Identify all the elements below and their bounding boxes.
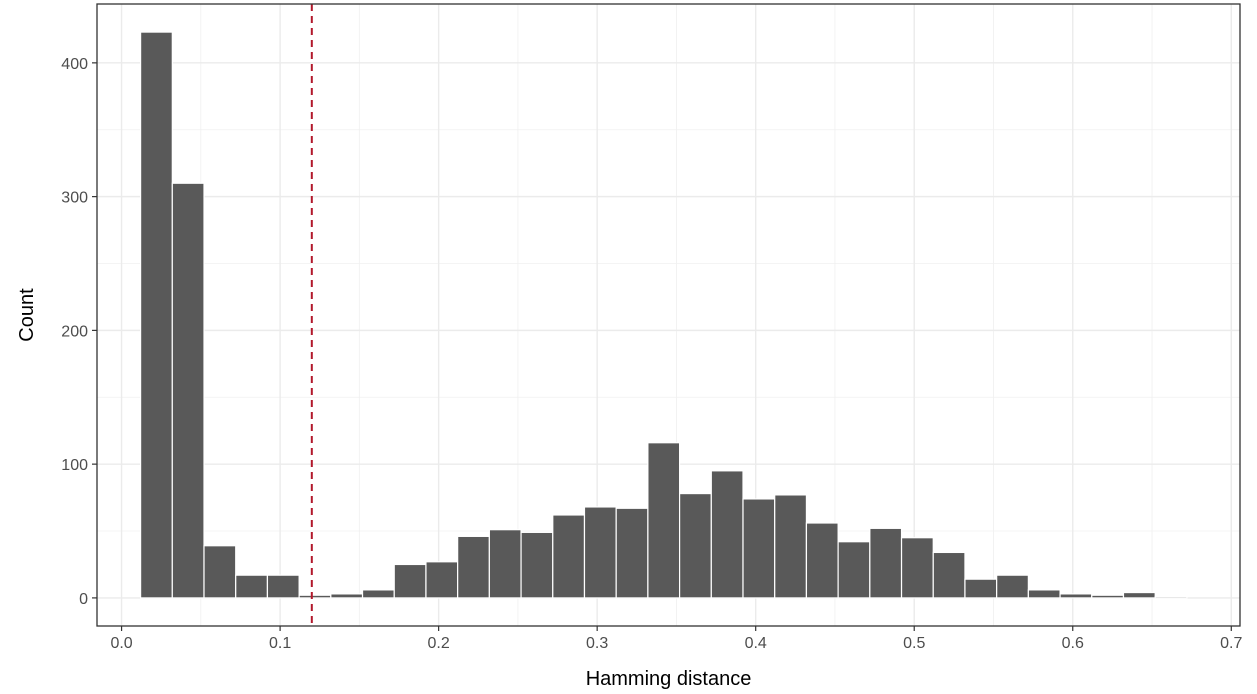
histogram-bar <box>425 561 459 599</box>
histogram-bar <box>203 545 237 599</box>
histogram-bar <box>900 537 934 599</box>
histogram-bar <box>488 529 522 599</box>
plot-panel-border <box>96 3 1241 627</box>
histogram-bar <box>139 31 173 599</box>
histogram-bar <box>1154 595 1188 599</box>
histogram-bar <box>869 527 903 599</box>
histogram-bar <box>964 578 998 599</box>
x-tick-label: 0.1 <box>269 635 291 652</box>
histogram-bar <box>1122 591 1156 599</box>
x-axis-title: Hamming distance <box>586 668 752 690</box>
histogram-bar <box>647 442 681 599</box>
histogram-bar <box>361 589 395 599</box>
histogram-bar <box>330 593 364 599</box>
histogram-bar <box>171 182 205 599</box>
x-tick-label: 0.2 <box>428 635 450 652</box>
y-axis-title: Count <box>16 288 38 342</box>
x-tick-label: 0.3 <box>586 635 608 652</box>
histogram-bar <box>678 492 712 599</box>
x-tick-label: 0.4 <box>745 635 767 652</box>
x-tick-label: 0.6 <box>1062 635 1084 652</box>
histogram-bar <box>710 470 744 599</box>
x-tick-label: 0.7 <box>1220 635 1242 652</box>
y-tick-label: 400 <box>61 56 88 73</box>
histogram-bar <box>393 563 427 599</box>
histogram-bar <box>266 574 300 599</box>
histogram-bar <box>774 494 808 599</box>
histogram-bar <box>1091 594 1125 599</box>
histogram-bar <box>742 498 776 599</box>
axis-ticks: 0.0 0.1 0.2 0.3 0.4 0.5 0.6 0.7 0 100 200 300 400 <box>61 56 1242 652</box>
histogram-bar <box>298 594 332 599</box>
histogram-bar <box>996 574 1029 599</box>
y-tick-label: 300 <box>61 190 88 207</box>
histogram-bar <box>520 531 554 599</box>
histogram-bar <box>457 535 490 599</box>
y-tick-label: 0 <box>79 591 88 608</box>
histogram-bar <box>1059 593 1093 599</box>
y-tick-label: 200 <box>61 323 88 340</box>
histogram-bar <box>837 541 871 599</box>
histogram-bar <box>235 574 269 599</box>
histogram-bar <box>615 507 649 599</box>
x-tick-label: 0.0 <box>110 635 132 652</box>
x-tick-label: 0.5 <box>903 635 925 652</box>
histogram-bar <box>932 551 966 599</box>
y-tick-label: 100 <box>61 457 88 474</box>
histogram-bar <box>552 514 586 599</box>
histogram-bar <box>805 522 839 599</box>
bars <box>139 31 1188 599</box>
histogram-bar <box>583 506 617 599</box>
histogram-bar <box>1027 589 1061 599</box>
